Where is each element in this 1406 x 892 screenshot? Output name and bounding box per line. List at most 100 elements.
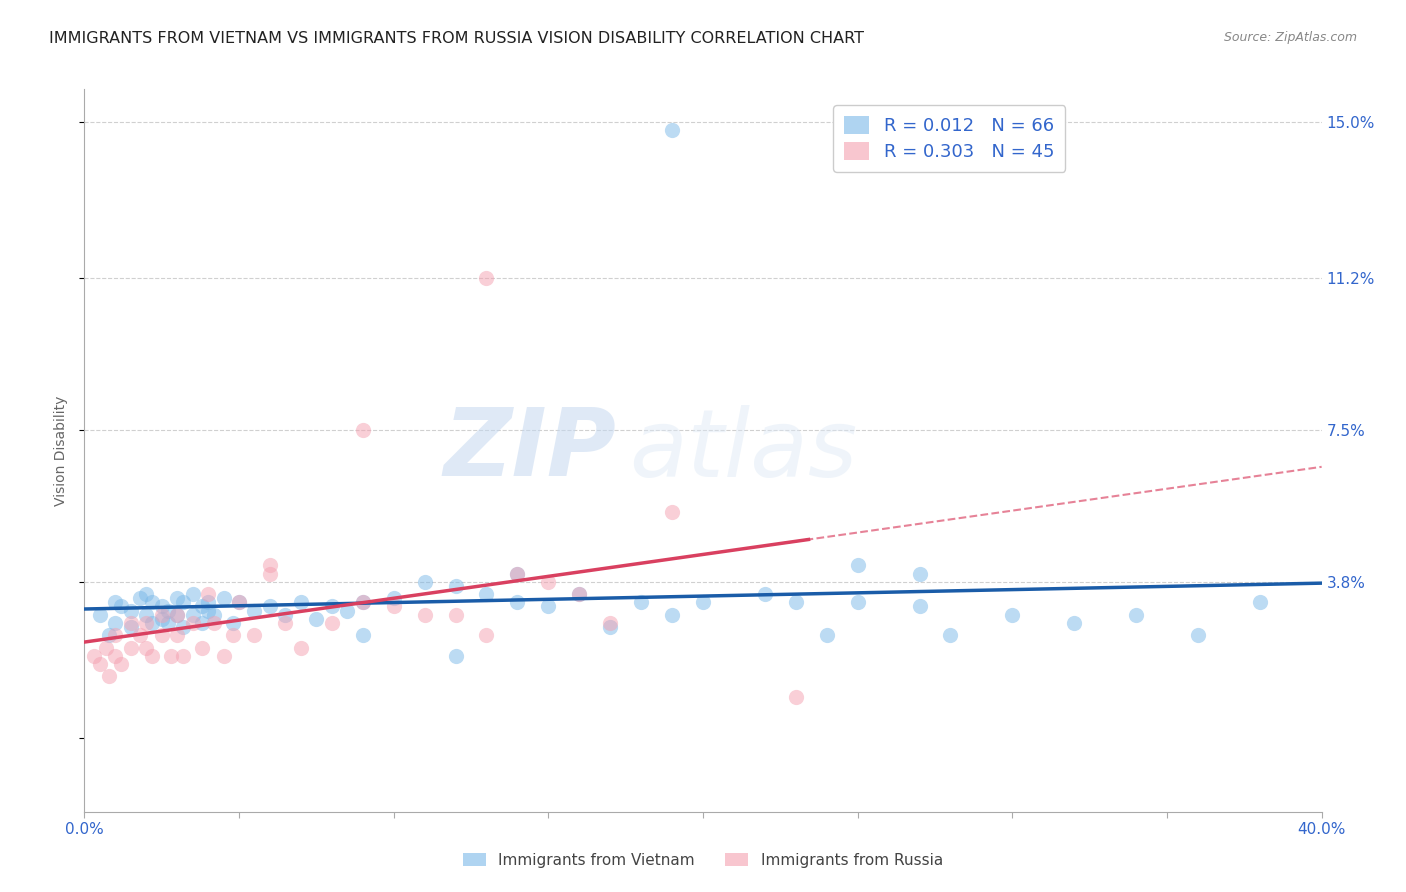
Point — [150, 628, 173, 642]
Point — [939, 628, 962, 642]
Point — [815, 628, 838, 642]
Point — [1001, 607, 1024, 622]
Point — [352, 595, 374, 609]
Point — [120, 603, 142, 617]
Point — [166, 591, 188, 606]
Point — [172, 648, 194, 663]
Point — [382, 599, 405, 614]
Point — [1063, 615, 1085, 630]
Point — [305, 612, 328, 626]
Point — [382, 591, 405, 606]
Point — [191, 599, 214, 614]
Point — [1187, 628, 1209, 642]
Point — [222, 615, 245, 630]
Point — [141, 615, 163, 630]
Point — [135, 587, 157, 601]
Point — [336, 603, 359, 617]
Point — [444, 648, 467, 663]
Point — [197, 587, 219, 601]
Point — [191, 615, 214, 630]
Point — [104, 648, 127, 663]
Point — [228, 595, 250, 609]
Text: ZIP: ZIP — [443, 404, 616, 497]
Point — [120, 620, 142, 634]
Point — [104, 615, 127, 630]
Point — [181, 615, 204, 630]
Point — [212, 648, 235, 663]
Point — [181, 607, 204, 622]
Point — [274, 607, 297, 622]
Y-axis label: Vision Disability: Vision Disability — [53, 395, 67, 506]
Point — [83, 648, 105, 663]
Point — [599, 620, 621, 634]
Point — [120, 615, 142, 630]
Point — [413, 574, 436, 589]
Point — [141, 648, 163, 663]
Point — [413, 607, 436, 622]
Point — [166, 607, 188, 622]
Point — [181, 587, 204, 601]
Point — [1125, 607, 1147, 622]
Point — [321, 615, 343, 630]
Point — [197, 603, 219, 617]
Point — [110, 599, 132, 614]
Point — [150, 599, 173, 614]
Point — [89, 607, 111, 622]
Point — [785, 595, 807, 609]
Point — [129, 591, 152, 606]
Point — [259, 566, 281, 581]
Point — [630, 595, 652, 609]
Point — [568, 587, 591, 601]
Point — [846, 595, 869, 609]
Point — [259, 599, 281, 614]
Point — [197, 595, 219, 609]
Point — [506, 566, 529, 581]
Point — [290, 640, 312, 655]
Point — [599, 615, 621, 630]
Point — [506, 566, 529, 581]
Point — [506, 595, 529, 609]
Point — [202, 615, 225, 630]
Point — [352, 628, 374, 642]
Point — [908, 599, 931, 614]
Point — [135, 607, 157, 622]
Point — [661, 123, 683, 137]
Point — [222, 628, 245, 642]
Point — [172, 620, 194, 634]
Point — [537, 574, 560, 589]
Point — [692, 595, 714, 609]
Point — [160, 648, 183, 663]
Point — [150, 607, 173, 622]
Point — [228, 595, 250, 609]
Point — [129, 628, 152, 642]
Point — [754, 587, 776, 601]
Point — [150, 612, 173, 626]
Point — [212, 591, 235, 606]
Point — [274, 615, 297, 630]
Point — [908, 566, 931, 581]
Point — [444, 607, 467, 622]
Point — [98, 669, 121, 683]
Point — [290, 595, 312, 609]
Point — [156, 615, 179, 630]
Text: atlas: atlas — [628, 405, 858, 496]
Point — [166, 628, 188, 642]
Point — [846, 558, 869, 573]
Point — [475, 587, 498, 601]
Point — [141, 595, 163, 609]
Legend: Immigrants from Vietnam, Immigrants from Russia: Immigrants from Vietnam, Immigrants from… — [456, 845, 950, 875]
Point — [89, 657, 111, 671]
Point — [120, 640, 142, 655]
Point — [661, 505, 683, 519]
Point — [104, 595, 127, 609]
Point — [135, 640, 157, 655]
Point — [537, 599, 560, 614]
Point — [98, 628, 121, 642]
Point — [475, 628, 498, 642]
Point — [166, 607, 188, 622]
Point — [475, 271, 498, 285]
Point — [352, 595, 374, 609]
Point — [352, 423, 374, 437]
Point — [104, 628, 127, 642]
Point — [243, 628, 266, 642]
